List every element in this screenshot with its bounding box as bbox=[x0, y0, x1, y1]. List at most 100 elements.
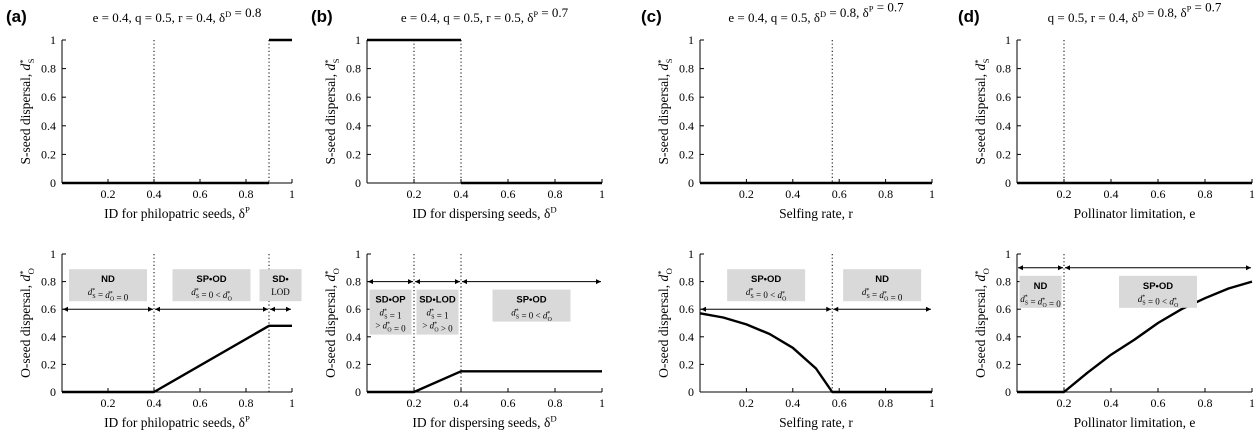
panel-parameters: e = 0.4, q = 0.5, δD = 0.8, δP = 0.7 bbox=[728, 0, 904, 25]
x-tick-label: 1 bbox=[1249, 187, 1255, 201]
y-tick-label: 0.6 bbox=[996, 90, 1011, 104]
arrow-head-left bbox=[63, 306, 68, 312]
y-tick-label: 0.4 bbox=[346, 330, 361, 344]
y-tick-label: 0.2 bbox=[41, 147, 56, 161]
y-tick-label: 0 bbox=[355, 385, 361, 399]
region-condition: d* S = 1 bbox=[426, 308, 448, 321]
y-tick-label: 0.8 bbox=[679, 275, 694, 289]
region-condition: d* S = 0 < d* O bbox=[746, 287, 787, 302]
y-tick-label: 0.2 bbox=[996, 147, 1011, 161]
region-condition: d* S = 0 < d* O bbox=[511, 308, 552, 323]
x-tick-label: 0.4 bbox=[1104, 187, 1119, 201]
y-tick-label: 0.2 bbox=[346, 357, 361, 371]
y-axis-label: S-seed dispersal, d*S bbox=[655, 58, 674, 164]
y-tick-label: 0.4 bbox=[679, 330, 694, 344]
y-tick-label: 0 bbox=[50, 176, 56, 190]
region-box bbox=[69, 269, 147, 302]
region-box bbox=[172, 269, 251, 302]
x-tick-label: 1 bbox=[289, 187, 295, 201]
x-axis-label: Pollinator limitation, e bbox=[1074, 206, 1196, 221]
x-tick-label: 0.6 bbox=[832, 396, 847, 410]
y-tick-label: 0.4 bbox=[41, 330, 56, 344]
arrow-head-left bbox=[833, 306, 839, 312]
panel-label: (d) bbox=[958, 7, 980, 26]
x-tick-label: 0.6 bbox=[1151, 396, 1166, 410]
region-label: SP•OD bbox=[516, 295, 546, 306]
x-axis-label: ID for dispersing seeds, δD bbox=[412, 205, 556, 221]
x-tick-label: 0.8 bbox=[878, 187, 893, 201]
panel-label: (a) bbox=[6, 7, 27, 26]
x-tick-label: 0.2 bbox=[739, 396, 754, 410]
region-label: SD•OP bbox=[375, 295, 406, 306]
x-tick-label: 1 bbox=[289, 396, 295, 410]
arrow-head-right bbox=[148, 306, 153, 312]
x-axis-label: Selfing rate, r bbox=[779, 206, 853, 221]
panel-label: (b) bbox=[311, 7, 333, 26]
x-tick-label: 0.4 bbox=[785, 187, 800, 201]
x-tick-label: 0.8 bbox=[878, 396, 893, 410]
y-tick-label: 0.8 bbox=[996, 62, 1011, 76]
region-condition-2: > d* O > 0 bbox=[422, 321, 453, 334]
panel-d: (d) q = 0.5, r = 0.4, δD = 0.8, δP = 0.7 0… bbox=[958, 0, 1255, 430]
panel-c: (c) e = 0.4, q = 0.5, δD = 0.8, δP = 0.7 0… bbox=[641, 0, 935, 430]
y-axis-label: S-seed dispersal, d*S bbox=[972, 58, 991, 164]
y-axis-label: O-seed dispersal, d*O bbox=[17, 268, 36, 378]
y-tick-label: 1 bbox=[355, 247, 361, 261]
arrow-head-left bbox=[415, 279, 420, 285]
x-tick-label: 0.2 bbox=[739, 187, 754, 201]
arrow-head-left bbox=[701, 306, 706, 312]
y-tick-label: 1 bbox=[50, 33, 56, 47]
region-box bbox=[1119, 275, 1197, 308]
arrow-head-right bbox=[1246, 265, 1251, 271]
data-line bbox=[699, 312, 932, 394]
x-axis-label: ID for philopatric seeds, δP bbox=[104, 205, 250, 221]
region-box bbox=[369, 289, 412, 335]
y-tick-label: 0.8 bbox=[41, 62, 56, 76]
y-tick-label: 0 bbox=[355, 176, 361, 190]
region-box bbox=[843, 269, 922, 302]
x-tick-label: 0.4 bbox=[1104, 396, 1119, 410]
y-tick-label: 0 bbox=[1005, 385, 1011, 399]
region-box bbox=[492, 289, 571, 322]
arrow-head-right bbox=[826, 306, 832, 312]
region-label: ND bbox=[101, 274, 115, 285]
panel-parameters: q = 0.5, r = 0.4, δD = 0.8, δP = 0.7 bbox=[1048, 0, 1222, 25]
x-tick-label: 0.6 bbox=[832, 187, 847, 201]
y-tick-label: 0.6 bbox=[679, 302, 694, 316]
y-axis-label: O-seed dispersal, d*O bbox=[322, 268, 341, 378]
x-axis-label: Selfing rate, r bbox=[779, 415, 853, 430]
region-label: SD•LOD bbox=[419, 295, 456, 306]
x-tick-label: 0.6 bbox=[501, 187, 516, 201]
x-tick-label: 0.8 bbox=[239, 396, 254, 410]
region-label: ND bbox=[875, 274, 889, 285]
y-tick-label: 1 bbox=[1005, 247, 1011, 261]
y-tick-label: 1 bbox=[688, 247, 694, 261]
region-condition: d* S = d* O = 0 bbox=[862, 287, 903, 302]
region-condition: d* S = 0 < d* O bbox=[1138, 294, 1179, 309]
region-box bbox=[727, 269, 806, 302]
y-tick-label: 0.8 bbox=[346, 275, 361, 289]
region-label: SP•OD bbox=[1143, 281, 1173, 292]
panel-a: (a) e = 0.4, q = 0.5, r = 0.4, δD = 0.8 0 0… bbox=[6, 5, 302, 430]
y-tick-label: 0.4 bbox=[679, 119, 694, 133]
y-tick-label: 0.8 bbox=[346, 62, 361, 76]
arrow-head-left bbox=[462, 279, 467, 285]
panel-parameters: e = 0.4, q = 0.5, r = 0.5, δP = 0.7 bbox=[401, 5, 569, 25]
panel-label: (c) bbox=[641, 7, 662, 26]
y-axis-label: O-seed dispersal, d*O bbox=[972, 268, 991, 378]
y-tick-label: 0.2 bbox=[679, 147, 694, 161]
x-tick-label: 0.2 bbox=[1057, 396, 1072, 410]
region-label: SP•OD bbox=[751, 274, 781, 285]
data-line bbox=[1017, 280, 1253, 394]
y-axis-label: S-seed dispersal, d*S bbox=[322, 58, 341, 164]
arrow-head-right bbox=[455, 279, 460, 285]
y-tick-label: 0.2 bbox=[41, 357, 56, 371]
arrow-head-right bbox=[408, 279, 413, 285]
x-tick-label: 0.8 bbox=[1198, 396, 1213, 410]
x-tick-label: 0.2 bbox=[101, 396, 116, 410]
x-tick-label: 0.8 bbox=[548, 396, 563, 410]
y-tick-label: 0 bbox=[688, 385, 694, 399]
x-tick-label: 0.6 bbox=[501, 396, 516, 410]
region-condition: d* S = 1 bbox=[379, 308, 401, 321]
